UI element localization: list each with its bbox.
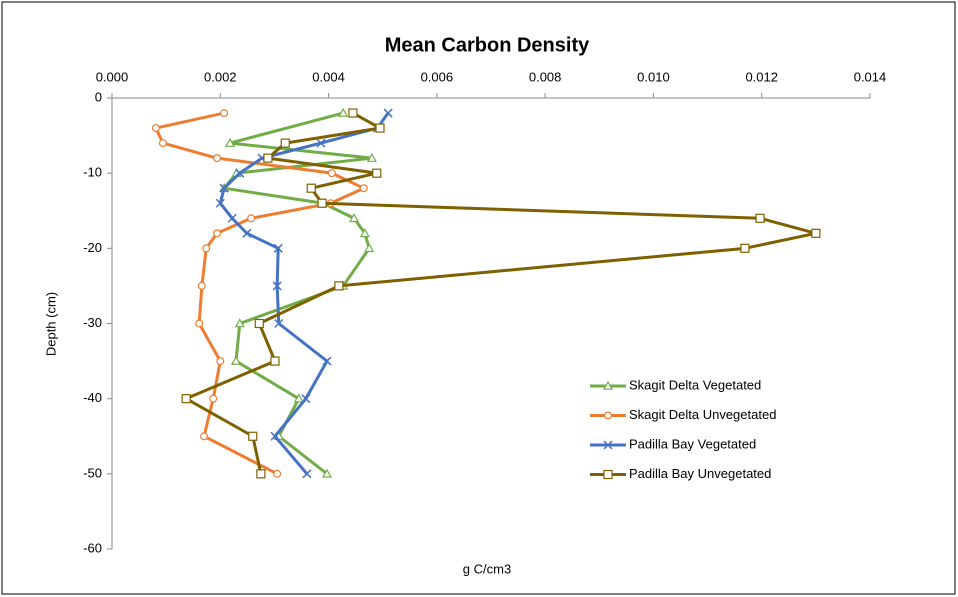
x-axis-label: g C/cm3 (463, 561, 511, 576)
marker (272, 281, 282, 291)
marker (270, 431, 280, 441)
marker (215, 198, 225, 208)
marker (248, 431, 258, 441)
marker (359, 228, 370, 238)
marker (235, 168, 245, 178)
legend-label: Skagit Delta Unvegetated (629, 407, 776, 422)
marker (317, 198, 327, 208)
marker (247, 214, 256, 223)
y-tick-label: -40 (83, 390, 102, 405)
marker (338, 107, 349, 117)
marker (234, 318, 245, 328)
marker (216, 357, 225, 366)
marker (151, 124, 160, 133)
legend-label: Skagit Delta Vegetated (629, 377, 761, 392)
x-tick-label: 0.002 (204, 69, 237, 84)
marker (327, 169, 336, 178)
x-tick-label: 0.008 (529, 69, 562, 84)
y-tick-label: -30 (83, 315, 102, 330)
chart-title: Mean Carbon Density (385, 34, 590, 56)
marker (200, 432, 209, 441)
marker (280, 138, 290, 148)
marker (603, 411, 612, 420)
marker (306, 183, 316, 193)
marker (227, 213, 237, 223)
marker (242, 228, 252, 238)
marker (270, 356, 280, 366)
series-line (154, 111, 366, 476)
marker (202, 244, 211, 253)
x-tick-label: 0.006 (421, 69, 454, 84)
marker (220, 109, 229, 118)
marker (301, 394, 311, 404)
series-line (218, 112, 390, 475)
marker (364, 243, 375, 253)
marker (256, 469, 266, 479)
y-tick-label: -60 (83, 540, 102, 555)
marker (263, 153, 273, 163)
marker (348, 108, 358, 118)
marker (230, 355, 242, 365)
marker (195, 319, 204, 328)
marker (209, 394, 218, 403)
marker (372, 168, 382, 178)
y-axis-label: Depth (cm) (43, 292, 58, 356)
marker (273, 469, 282, 478)
marker (359, 184, 368, 193)
marker (322, 356, 332, 366)
marker (273, 243, 283, 253)
marker (225, 137, 236, 147)
marker (274, 318, 284, 329)
marker (321, 468, 332, 478)
marker (213, 229, 222, 238)
legend-label: Padilla Bay Unvegetated (629, 466, 771, 481)
marker (254, 318, 264, 329)
marker (755, 213, 765, 223)
marker (316, 138, 326, 148)
marker (603, 440, 613, 450)
marker (302, 469, 312, 479)
y-tick-label: -10 (83, 165, 102, 180)
marker (334, 281, 344, 291)
marker (219, 183, 229, 193)
marker (293, 393, 304, 403)
marker (811, 228, 821, 238)
marker (740, 243, 750, 253)
marker (197, 281, 206, 290)
x-tick-label: 0.010 (637, 69, 670, 84)
marker (348, 213, 360, 223)
series-line (184, 111, 818, 475)
marker (158, 139, 167, 148)
legend-label: Padilla Bay Vegetated (629, 436, 756, 451)
marker (383, 108, 393, 118)
marker (602, 380, 614, 390)
y-tick-label: 0 (95, 89, 102, 104)
marker (603, 469, 613, 480)
x-tick-label: 0.004 (312, 69, 345, 84)
x-tick-label: 0.000 (96, 69, 129, 84)
x-tick-label: 0.014 (854, 69, 887, 84)
marker (375, 123, 385, 133)
y-tick-label: -50 (83, 465, 102, 480)
y-tick-label: -20 (83, 240, 102, 255)
marker (181, 394, 191, 404)
marker (213, 154, 222, 163)
x-tick-label: 0.012 (745, 69, 778, 84)
marker (366, 152, 377, 162)
